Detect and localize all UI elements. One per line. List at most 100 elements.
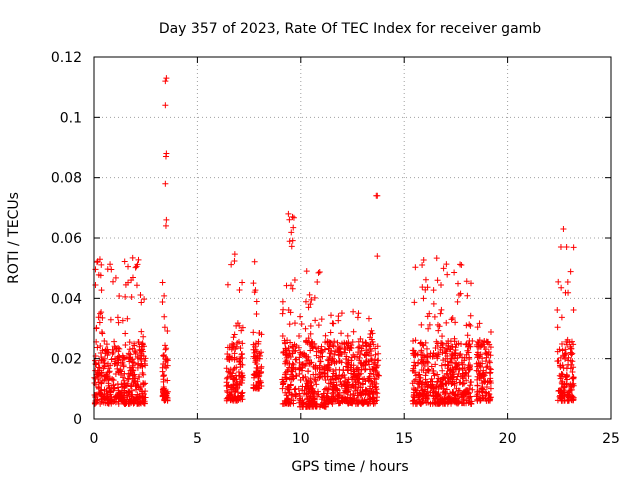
- data-point: [452, 364, 459, 371]
- data-point: [341, 397, 348, 404]
- data-point: [229, 343, 236, 350]
- data-point: [314, 278, 321, 285]
- data-point: [464, 390, 471, 397]
- data-point: [443, 261, 450, 268]
- data-point: [112, 399, 119, 406]
- data-point: [344, 332, 351, 339]
- data-point: [237, 361, 244, 368]
- data-point: [251, 370, 258, 377]
- data-point: [300, 352, 307, 359]
- data-point: [443, 319, 450, 326]
- data-point: [458, 262, 465, 269]
- data-point: [476, 337, 483, 344]
- data-point: [105, 382, 112, 389]
- data-point: [373, 376, 380, 383]
- data-point: [309, 403, 316, 410]
- data-point: [233, 376, 240, 383]
- data-point: [563, 243, 570, 250]
- data-point: [418, 349, 425, 356]
- data-point: [558, 384, 565, 391]
- data-point: [303, 337, 310, 344]
- data-point: [116, 345, 123, 352]
- data-point: [467, 382, 474, 389]
- data-point: [455, 280, 462, 287]
- data-point: [98, 329, 105, 336]
- data-point: [558, 284, 565, 291]
- data-point: [418, 357, 425, 364]
- data-point: [316, 370, 323, 377]
- data-point: [255, 373, 262, 380]
- data-point: [451, 398, 458, 405]
- data-point: [252, 346, 259, 353]
- data-point: [370, 400, 377, 407]
- data-point: [336, 357, 343, 364]
- data-point: [128, 294, 135, 301]
- data-point: [425, 392, 432, 399]
- data-point: [559, 347, 566, 354]
- data-point: [484, 339, 491, 346]
- data-point: [437, 396, 444, 403]
- data-point: [124, 380, 131, 387]
- data-point: [435, 327, 442, 334]
- data-point: [331, 338, 338, 345]
- data-point: [117, 394, 124, 401]
- axis-ticks: 0 5 10 15 20 25 0 0.02 0.04 0.06 0.08 0.1 0.12: [51, 50, 620, 447]
- data-point: [94, 259, 101, 266]
- data-point: [94, 344, 101, 351]
- data-point: [285, 352, 292, 359]
- data-point: [135, 256, 142, 263]
- data-point: [289, 285, 296, 292]
- data-point: [254, 352, 261, 359]
- data-point: [309, 398, 316, 405]
- data-point: [332, 348, 339, 355]
- data-point: [307, 347, 314, 354]
- data-point: [356, 343, 363, 350]
- data-point: [557, 244, 564, 251]
- data-point: [162, 78, 169, 85]
- data-point: [284, 383, 291, 390]
- data-point: [564, 341, 571, 348]
- data-point: [296, 333, 303, 340]
- data-point: [413, 372, 420, 379]
- data-point: [424, 313, 431, 320]
- data-point: [562, 346, 569, 353]
- data-point: [142, 380, 149, 387]
- data-point: [137, 292, 144, 299]
- data-point: [414, 385, 421, 392]
- data-point: [439, 367, 446, 374]
- data-point: [280, 380, 287, 387]
- data-point: [288, 282, 295, 289]
- data-point: [126, 372, 133, 379]
- data-point: [448, 381, 455, 388]
- data-point: [251, 258, 258, 265]
- data-point: [411, 378, 418, 385]
- data-point: [296, 354, 303, 361]
- data-point: [229, 370, 236, 377]
- data-point: [163, 75, 170, 82]
- data-point: [568, 361, 575, 368]
- data-point: [307, 323, 314, 330]
- data-point: [350, 368, 357, 375]
- data-point: [303, 268, 310, 275]
- data-point: [162, 342, 169, 349]
- data-point: [357, 350, 364, 357]
- data-point: [164, 377, 171, 384]
- data-point: [374, 192, 381, 199]
- data-point: [425, 366, 432, 373]
- data-point: [419, 392, 426, 399]
- data-point: [368, 347, 375, 354]
- data-point: [457, 290, 464, 297]
- data-point: [307, 330, 314, 337]
- data-point: [333, 386, 340, 393]
- data-point: [94, 391, 101, 398]
- data-point: [336, 351, 343, 358]
- data-point: [453, 376, 460, 383]
- data-point: [441, 395, 448, 402]
- data-point: [342, 356, 349, 363]
- data-point: [284, 359, 291, 366]
- data-point: [159, 279, 166, 286]
- data-point: [231, 251, 238, 258]
- data-point: [288, 243, 295, 250]
- data-point: [330, 368, 337, 375]
- data-point: [433, 255, 440, 262]
